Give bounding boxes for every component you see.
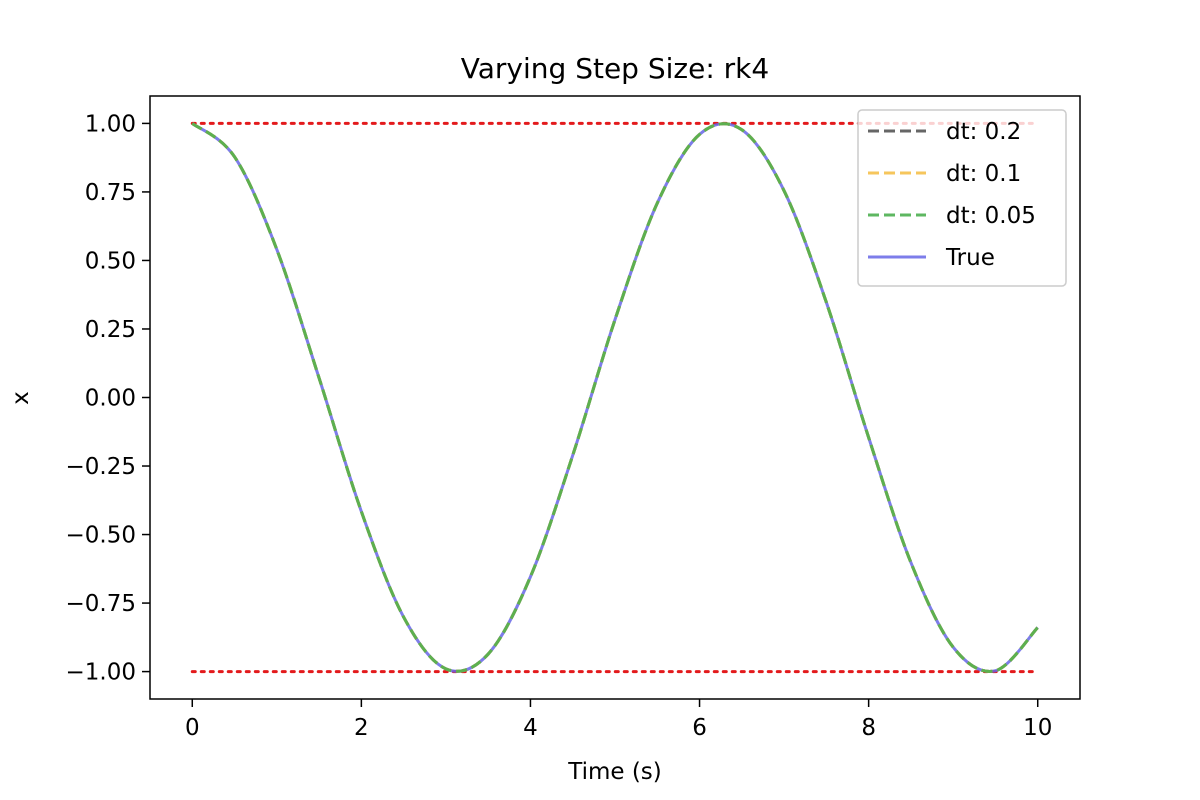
x-axis-ticks: 0 2 4 6 8 10	[185, 699, 1052, 741]
plot-area	[190, 121, 1040, 674]
y-axis-label: x	[8, 391, 34, 405]
x-tick-label: 0	[185, 715, 200, 741]
y-tick-label: −0.25	[66, 454, 136, 480]
y-tick-label: −0.50	[66, 523, 136, 549]
y-tick-label: −1.00	[66, 660, 136, 686]
x-tick-label: 4	[523, 715, 538, 741]
series-line-dt-0-05	[191, 122, 1039, 673]
x-tick-label: 10	[1023, 715, 1052, 741]
legend-label-true: True	[945, 245, 995, 271]
x-tick-label: 8	[861, 715, 876, 741]
y-tick-label: 0.75	[85, 180, 136, 206]
legend-label-dt-0-1: dt: 0.1	[946, 161, 1021, 187]
chart-title: Varying Step Size: rk4	[461, 52, 769, 85]
y-axis-ticks: 1.00 0.75 0.50 0.25 0.00 −0.25 −0.50 −0.75 −1.00	[66, 111, 150, 686]
legend: dt: 0.2 dt: 0.1 dt: 0.05 True	[857, 109, 1067, 287]
x-tick-label: 6	[692, 715, 707, 741]
legend-label-dt-0-05: dt: 0.05	[946, 203, 1036, 229]
y-tick-label: 0.25	[85, 317, 136, 343]
legend-label-dt-0-2: dt: 0.2	[946, 119, 1021, 145]
y-tick-label: 1.00	[85, 111, 136, 137]
legend-box	[857, 109, 1067, 287]
series-lines	[191, 122, 1039, 673]
y-tick-label: −0.75	[66, 591, 136, 617]
y-tick-label: 0.50	[85, 248, 136, 274]
x-axis-label: Time (s)	[567, 759, 662, 785]
y-tick-label: 0.00	[85, 386, 136, 412]
x-tick-label: 2	[354, 715, 369, 741]
